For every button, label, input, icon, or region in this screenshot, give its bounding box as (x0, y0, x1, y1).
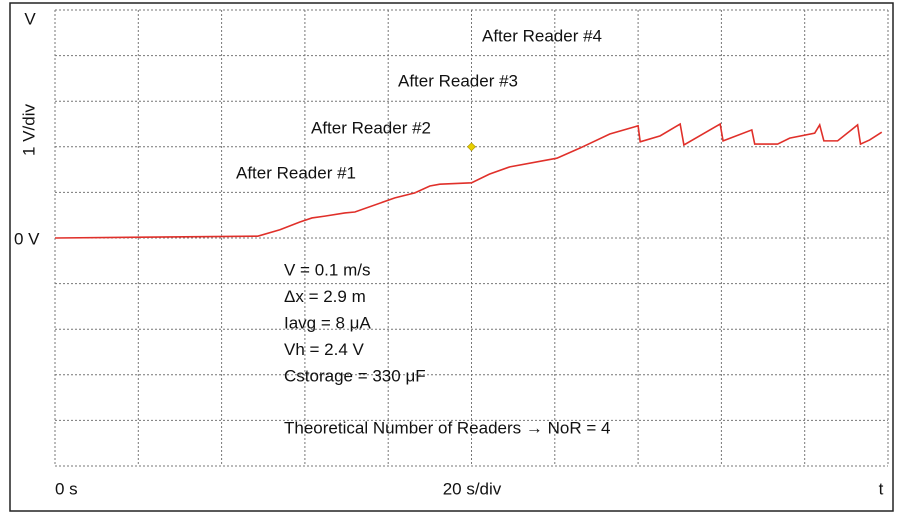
annotation: After Reader #1 (236, 163, 356, 182)
x-axis-label: 20 s/div (443, 479, 502, 498)
parameter: Iavg = 8 μA (284, 313, 371, 332)
annotation: After Reader #4 (482, 26, 602, 45)
parameter: Δx = 2.9 m (284, 287, 366, 306)
frame (9, 2, 894, 512)
y-axis-label: 1 V/div (19, 104, 38, 156)
y-tick-label: 0 V (14, 229, 40, 248)
parameter: Cstorage = 330 μF (284, 366, 426, 385)
annotation: After Reader #2 (311, 118, 431, 137)
series-line (54, 122, 883, 239)
parameter: V = 0.1 m/s (284, 260, 370, 279)
cursor-marker (467, 142, 476, 152)
note: Theoretical Number of Readers → NoR = 4 (284, 418, 610, 437)
parameter: Vh = 2.4 V (284, 340, 365, 359)
x-axis-end-label: t (879, 479, 884, 498)
y-axis-end-label: V (24, 9, 36, 28)
annotation: After Reader #3 (398, 71, 518, 90)
x-tick-label: 0 s (55, 479, 78, 498)
